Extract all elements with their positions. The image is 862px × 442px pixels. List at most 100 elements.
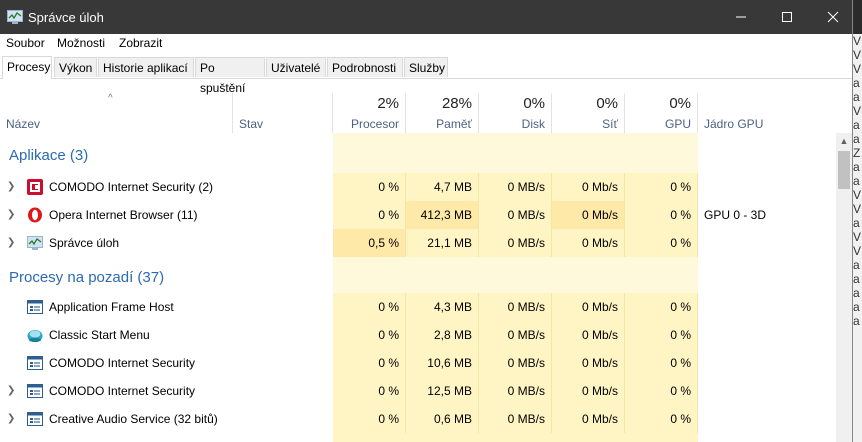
background-text: V — [853, 188, 862, 202]
network-value: 0 Mb/s — [552, 293, 625, 321]
gpu-value: 0 % — [625, 377, 698, 405]
expand-chevron-icon[interactable]: ❯ — [7, 209, 16, 220]
column-gpu-engine-label: Jádro GPU — [704, 117, 764, 131]
process-list: Aplikace (3) ❯ COMODO Internet Security … — [0, 133, 836, 442]
tab-strip: Procesy Výkon Historie aplikací Po spušt… — [0, 56, 852, 95]
process-row[interactable]: ❯ Creative Audio Service (32 bitů) 0 % 0… — [0, 405, 836, 433]
tab-startup[interactable]: Po spuštění — [195, 57, 265, 95]
tab-processes[interactable]: Procesy — [2, 56, 52, 79]
menu-options[interactable]: Možnosti — [57, 36, 106, 50]
process-name: Classic Start Menu — [49, 328, 150, 342]
tab-details[interactable]: Podrobnosti — [327, 57, 403, 77]
background-text: V — [853, 34, 862, 48]
title-bar[interactable]: Správce úloh — [0, 0, 852, 34]
gpu-value: 0 % — [625, 201, 698, 229]
opera-icon — [28, 207, 42, 223]
gpu-value: 0 % — [625, 229, 698, 257]
background-text: V — [853, 244, 862, 258]
expand-chevron-icon[interactable]: ❯ — [7, 237, 16, 248]
memory-value: 4,7 MB — [406, 173, 479, 201]
memory-value: 4,3 MB — [406, 293, 479, 321]
column-disk[interactable]: 0% Disk — [479, 93, 552, 133]
cpu-value: 0 % — [333, 201, 406, 229]
network-value: 0 Mb/s — [552, 377, 625, 405]
disk-value: 0 MB/s — [479, 293, 552, 321]
column-status[interactable]: Stav — [233, 93, 333, 133]
background-text: a — [853, 174, 860, 188]
group-title-background: Procesy na pozadí (37) — [9, 269, 165, 286]
process-name: Creative Audio Service (32 bitů) — [49, 412, 218, 426]
memory-value: 2,8 MB — [406, 321, 479, 349]
process-name: Opera Internet Browser (11) — [49, 208, 198, 222]
menu-file[interactable]: Soubor — [6, 36, 45, 50]
network-value: 0 Mb/s — [552, 405, 625, 433]
group-title-apps: Aplikace (3) — [9, 147, 89, 164]
expand-chevron-icon[interactable]: ❯ — [7, 413, 16, 424]
process-row[interactable]: ❯ COMODO Internet Security (2) 0 % 4,7 M… — [0, 173, 836, 201]
group-header-background[interactable]: Procesy na pozadí (37) — [0, 257, 836, 293]
gpu-value: 0 % — [625, 405, 698, 433]
column-header: ^ Název Stav 2% Procesor 28% Paměť 0% Di… — [0, 93, 852, 133]
menu-view[interactable]: Zobrazit — [119, 36, 163, 50]
network-value: 0 Mb/s — [552, 349, 625, 377]
process-row[interactable]: ❯ COMODO Internet Security 0 % 12,5 MB 0… — [0, 377, 836, 405]
column-memory[interactable]: 28% Paměť — [406, 93, 479, 133]
process-row[interactable]: ❯ Opera Internet Browser (11) 0 % 412,3 … — [0, 201, 836, 229]
maximize-button[interactable] — [764, 0, 810, 34]
process-name: COMODO Internet Security — [49, 384, 196, 398]
window-icon — [27, 300, 43, 314]
window-title: Správce úloh — [28, 10, 104, 25]
expand-chevron-icon[interactable]: ❯ — [7, 385, 16, 396]
column-gpu[interactable]: 0% GPU — [625, 93, 698, 133]
gpu-engine-value — [704, 173, 834, 201]
column-gpu-engine[interactable]: Jádro GPU — [698, 93, 836, 133]
process-row[interactable]: Classic Start Menu 0 % 2,8 MB 0 MB/s 0 M… — [0, 321, 836, 349]
process-row[interactable]: ❯ Správce úloh 0,5 % 21,1 MB 0 MB/s 0 Mb… — [0, 229, 836, 257]
memory-total: 28% — [441, 95, 472, 112]
column-network[interactable]: 0% Síť — [552, 93, 625, 133]
background-text: Z — [853, 146, 861, 160]
column-cpu[interactable]: 2% Procesor — [333, 93, 406, 133]
cpu-value: 0 % — [333, 349, 406, 377]
tab-app-history[interactable]: Historie aplikací — [98, 57, 194, 77]
process-row[interactable] — [0, 433, 836, 442]
task-manager-icon — [7, 10, 23, 24]
window-icon — [27, 356, 43, 370]
gpu-engine-value — [704, 229, 834, 257]
column-network-label: Síť — [602, 117, 618, 131]
background-text: a — [853, 286, 860, 300]
background-window-edge: V V V a a V a a Z a a V V a V V a a a a … — [853, 0, 862, 442]
disk-value: 0 MB/s — [479, 201, 552, 229]
background-text: a — [853, 132, 860, 146]
background-text: a — [853, 90, 860, 104]
cpu-value: 0 % — [333, 405, 406, 433]
process-row[interactable]: Application Frame Host 0 % 4,3 MB 0 MB/s… — [0, 293, 836, 321]
process-row[interactable]: COMODO Internet Security 0 % 10,6 MB 0 M… — [0, 349, 836, 377]
network-value: 0 Mb/s — [552, 201, 625, 229]
column-disk-label: Disk — [521, 117, 545, 131]
memory-value: 10,6 MB — [406, 349, 479, 377]
expand-chevron-icon[interactable]: ❯ — [7, 181, 16, 192]
network-value: 0 Mb/s — [552, 229, 625, 257]
process-name: COMODO Internet Security (2) — [49, 180, 214, 194]
scroll-up-arrow-icon[interactable]: ▲ — [839, 136, 849, 146]
scrollbar-thumb[interactable] — [838, 151, 850, 189]
cpu-value: 0 % — [333, 293, 406, 321]
sort-caret-icon: ^ — [108, 93, 113, 104]
tab-performance[interactable]: Výkon — [54, 57, 97, 77]
group-header-apps[interactable]: Aplikace (3) — [0, 133, 836, 173]
shell-icon — [27, 330, 43, 342]
network-value: 0 Mb/s — [552, 321, 625, 349]
task-manager-icon — [27, 236, 43, 250]
disk-value: 0 MB/s — [479, 405, 552, 433]
background-text: a — [853, 160, 860, 174]
close-button[interactable] — [810, 0, 852, 34]
tab-services[interactable]: Služby — [404, 57, 448, 77]
column-name[interactable]: Název — [0, 93, 233, 133]
background-text: V — [853, 48, 862, 62]
background-text: a — [853, 216, 860, 230]
minimize-button[interactable] — [718, 0, 764, 34]
tab-users[interactable]: Uživatelé — [266, 57, 326, 77]
cpu-value: 0 % — [333, 377, 406, 405]
vertical-scrollbar[interactable]: ▲ — [836, 133, 852, 442]
